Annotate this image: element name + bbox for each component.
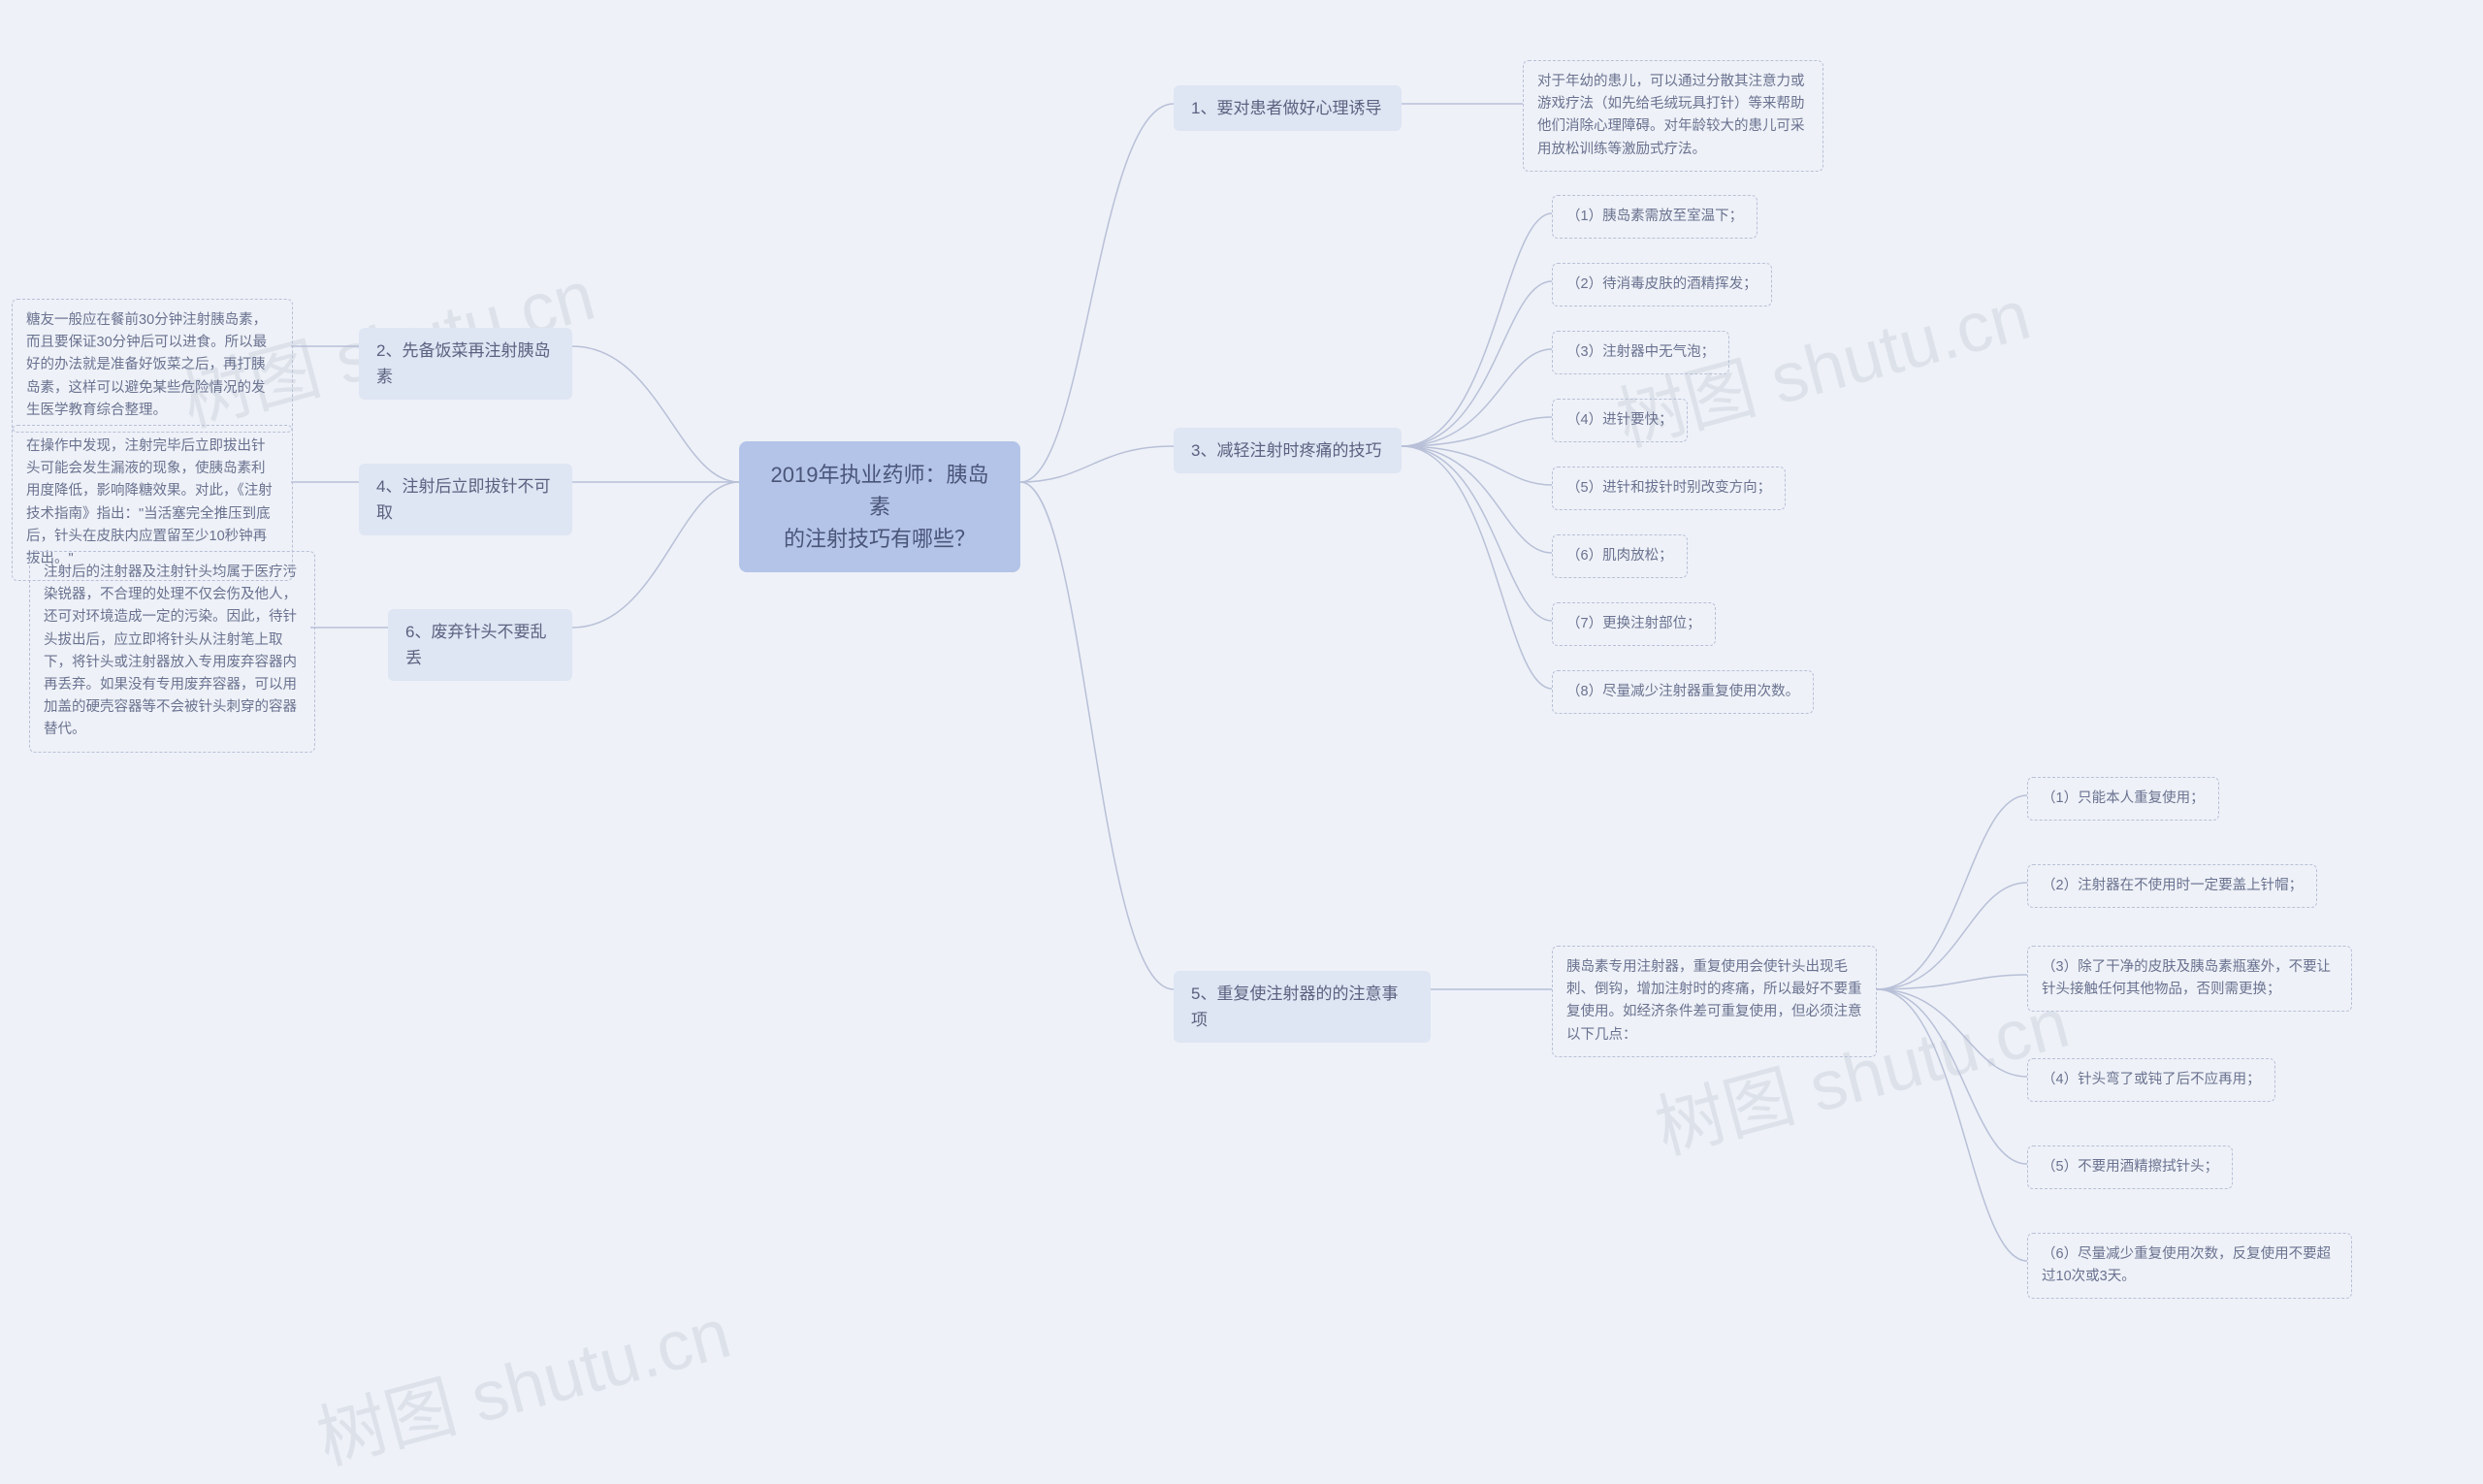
- branch-5-item-1: （1）只能本人重复使用；: [2027, 777, 2219, 821]
- branch-5-item-6: （6）尽量减少重复使用次数，反复使用不要超过10次或3天。: [2027, 1233, 2352, 1299]
- branch-5-item-3: （3）除了干净的皮肤及胰岛素瓶塞外，不要让针头接触任何其他物品，否则需更换；: [2027, 946, 2352, 1012]
- watermark: 树图 shutu.cn: [305, 1275, 740, 1483]
- branch-1-desc: 对于年幼的患儿，可以通过分散其注意力或游戏疗法（如先给毛绒玩具打针）等来帮助他们…: [1523, 60, 1823, 172]
- branch-2-desc: 糖友一般应在餐前30分钟注射胰岛素，而且要保证30分钟后可以进食。所以最好的办法…: [12, 299, 293, 433]
- branch-1: 1、要对患者做好心理诱导: [1174, 85, 1402, 131]
- center-node: 2019年执业药师：胰岛素 的注射技巧有哪些？: [739, 441, 1020, 572]
- branch-4: 4、注射后立即拔针不可取: [359, 464, 572, 535]
- branch-3-item-6: （6）肌肉放松；: [1552, 534, 1688, 578]
- branch-3-item-2: （2）待消毒皮肤的酒精挥发；: [1552, 263, 1772, 306]
- branch-5-item-2: （2）注射器在不使用时一定要盖上针帽；: [2027, 864, 2317, 908]
- branch-3-item-4: （4）进针要快；: [1552, 399, 1688, 442]
- branch-5-desc: 胰岛素专用注射器，重复使用会使针头出现毛刺、倒钩，增加注射时的疼痛，所以最好不要…: [1552, 946, 1877, 1057]
- branch-6: 6、废弃针头不要乱丢: [388, 609, 572, 681]
- connector-layer: [0, 0, 2483, 1432]
- branch-5: 5、重复使注射器的的注意事项: [1174, 971, 1431, 1043]
- branch-3-item-7: （7）更换注射部位；: [1552, 602, 1716, 646]
- center-title-line2: 的注射技巧有哪些？: [784, 527, 976, 551]
- branch-3: 3、减轻注射时疼痛的技巧: [1174, 428, 1402, 473]
- branch-3-item-8: （8）尽量减少注射器重复使用次数。: [1552, 670, 1814, 714]
- branch-3-item-5: （5）进针和拔针时别改变方向；: [1552, 467, 1786, 510]
- branch-3-item-1: （1）胰岛素需放至室温下；: [1552, 195, 1757, 239]
- center-title-line1: 2019年执业药师：胰岛素: [771, 463, 989, 519]
- branch-5-item-5: （5）不要用酒精擦拭针头；: [2027, 1145, 2233, 1189]
- branch-2: 2、先备饭菜再注射胰岛素: [359, 328, 572, 400]
- branch-5-item-4: （4）针头弯了或钝了后不应再用；: [2027, 1058, 2275, 1102]
- branch-6-desc: 注射后的注射器及注射针头均属于医疗污染锐器，不合理的处理不仅会伤及他人，还可对环…: [29, 551, 315, 753]
- branch-3-item-3: （3）注射器中无气泡；: [1552, 331, 1729, 374]
